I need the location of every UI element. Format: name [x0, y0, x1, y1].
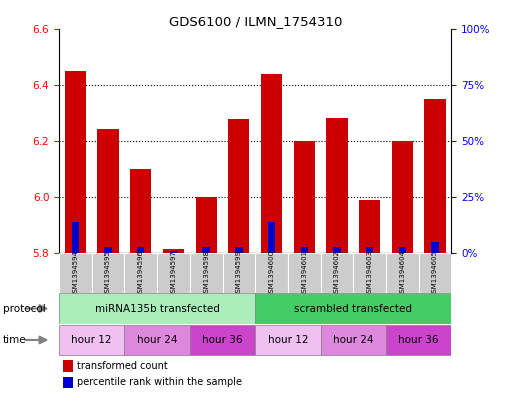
Bar: [190, 253, 223, 293]
Bar: [321, 253, 353, 293]
Bar: [301, 247, 308, 253]
Bar: [255, 253, 288, 293]
Bar: [97, 129, 119, 253]
Bar: [130, 169, 151, 253]
Bar: [392, 141, 413, 253]
Bar: [203, 247, 210, 253]
Bar: [228, 119, 249, 253]
Bar: [268, 222, 275, 253]
Text: GSM1394602: GSM1394602: [334, 250, 340, 297]
Text: GSM1394605: GSM1394605: [432, 250, 438, 297]
Text: hour 24: hour 24: [333, 335, 373, 345]
Bar: [386, 325, 451, 355]
Text: scrambled transfected: scrambled transfected: [294, 303, 412, 314]
Bar: [321, 325, 386, 355]
Text: GSM1394601: GSM1394601: [301, 250, 307, 297]
Bar: [65, 72, 86, 253]
Bar: [124, 325, 190, 355]
Text: percentile rank within the sample: percentile rank within the sample: [76, 377, 242, 387]
Bar: [431, 242, 439, 253]
Bar: [63, 376, 73, 388]
Bar: [223, 253, 255, 293]
Bar: [293, 141, 315, 253]
Text: hour 12: hour 12: [268, 335, 308, 345]
Text: GSM1394603: GSM1394603: [367, 250, 372, 297]
Text: protocol: protocol: [3, 303, 45, 314]
Bar: [59, 325, 124, 355]
Bar: [124, 253, 157, 293]
Text: GSM1394598: GSM1394598: [203, 250, 209, 297]
Bar: [104, 247, 112, 253]
Bar: [195, 197, 217, 253]
Text: hour 36: hour 36: [202, 335, 243, 345]
Bar: [359, 200, 380, 253]
Bar: [399, 247, 406, 253]
Bar: [255, 294, 451, 323]
Text: miRNA135b transfected: miRNA135b transfected: [95, 303, 220, 314]
Bar: [419, 253, 451, 293]
Bar: [190, 325, 255, 355]
Text: time: time: [3, 335, 26, 345]
Bar: [353, 253, 386, 293]
Bar: [235, 247, 243, 253]
Bar: [63, 360, 73, 371]
Bar: [59, 253, 92, 293]
Bar: [92, 253, 125, 293]
Bar: [59, 294, 255, 323]
Bar: [163, 249, 184, 253]
Bar: [326, 118, 348, 253]
Bar: [170, 251, 177, 253]
Bar: [261, 74, 282, 253]
Text: hour 36: hour 36: [399, 335, 439, 345]
Bar: [288, 253, 321, 293]
Text: GSM1394599: GSM1394599: [236, 250, 242, 297]
Text: GSM1394596: GSM1394596: [138, 250, 144, 297]
Text: GSM1394595: GSM1394595: [105, 250, 111, 297]
Bar: [137, 247, 145, 253]
Title: GDS6100 / ILMN_1754310: GDS6100 / ILMN_1754310: [169, 15, 342, 28]
Bar: [386, 253, 419, 293]
Bar: [424, 99, 446, 253]
Bar: [255, 325, 321, 355]
Bar: [333, 247, 341, 253]
Bar: [366, 247, 373, 253]
Text: hour 12: hour 12: [71, 335, 112, 345]
Text: GSM1394594: GSM1394594: [72, 250, 78, 297]
Text: GSM1394600: GSM1394600: [269, 250, 274, 297]
Text: GSM1394597: GSM1394597: [170, 250, 176, 297]
Text: hour 24: hour 24: [137, 335, 177, 345]
Bar: [157, 253, 190, 293]
Text: GSM1394604: GSM1394604: [400, 250, 405, 297]
Text: transformed count: transformed count: [76, 361, 167, 371]
Bar: [72, 222, 79, 253]
